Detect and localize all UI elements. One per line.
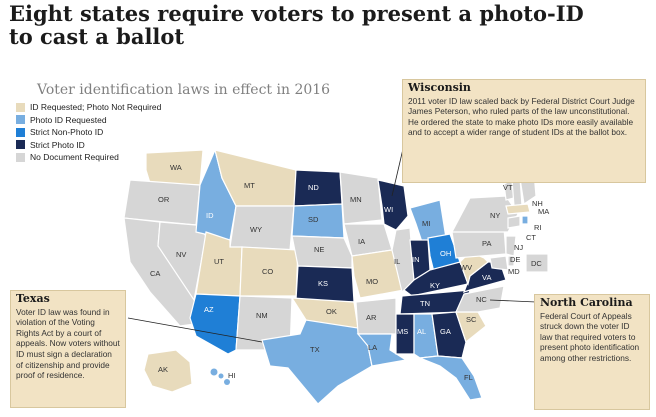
legend-item: Strict Photo ID (16, 139, 161, 152)
label-HI: HI (228, 371, 236, 380)
label-DC: DC (531, 259, 542, 268)
label-DE: DE (510, 255, 520, 264)
label-UT: UT (214, 257, 224, 266)
label-AR: AR (366, 313, 377, 322)
label-NM: NM (256, 311, 268, 320)
state-NC (455, 285, 505, 313)
label-ID: ID (206, 211, 214, 220)
state-MN (339, 171, 383, 225)
state-MO (351, 249, 405, 299)
label-IN: IN (412, 255, 420, 264)
callout-north-carolina-body: Federal Court of Appeals struck down the… (540, 310, 640, 363)
label-MA: MA (538, 207, 549, 216)
legend: ID Requested; Photo Not Required Photo I… (16, 101, 161, 164)
label-TX: TX (310, 345, 320, 354)
state-DC (525, 253, 549, 273)
callout-texas-title: Texas (16, 292, 50, 305)
label-WY: WY (250, 225, 262, 234)
map-subtitle: Voter identification laws in effect in 2… (37, 82, 331, 98)
legend-item: ID Requested; Photo Not Required (16, 101, 161, 114)
label-NJ: NJ (514, 243, 523, 252)
callout-texas-body: Voter ID law was found in violation of t… (16, 306, 120, 381)
label-MN: MN (350, 195, 362, 204)
callout-north-carolina: North Carolina Federal Court of Appeals … (534, 294, 650, 410)
label-CT: CT (526, 233, 536, 242)
state-HI (218, 373, 224, 379)
label-AK: AK (158, 365, 168, 374)
headline: Eight states require voters to present a… (9, 1, 584, 49)
label-KS: KS (318, 279, 328, 288)
legend-item: Strict Non-Photo ID (16, 126, 161, 139)
callout-wisconsin-title: Wisconsin (408, 81, 471, 94)
label-OK: OK (326, 307, 337, 316)
label-RI: RI (534, 223, 542, 232)
label-MO: MO (366, 277, 378, 286)
label-WV: WV (460, 263, 472, 272)
label-IA: IA (358, 237, 365, 246)
legend-swatch-strict-photo (16, 140, 25, 150)
label-MS: MS (397, 327, 408, 336)
callout-wisconsin: Wisconsin 2011 voter ID law scaled back … (402, 79, 646, 183)
callout-north-carolina-title: North Carolina (540, 296, 633, 309)
label-TN: TN (420, 299, 430, 308)
label-WA: WA (170, 163, 182, 172)
state-AK (143, 349, 193, 393)
legend-item: No Document Required (16, 151, 161, 164)
legend-swatch-strict-non-photo (16, 127, 25, 137)
label-KY: KY (430, 281, 440, 290)
state-AZ (189, 293, 241, 355)
label-NC: NC (476, 295, 487, 304)
legend-swatch-no-document (16, 152, 25, 162)
state-RI (521, 215, 529, 225)
label-MD: MD (508, 267, 520, 276)
label-PA: PA (482, 239, 491, 248)
callout-texas: Texas Voter ID law was found in violatio… (10, 290, 126, 408)
label-MT: MT (244, 181, 255, 190)
label-VT: VT (503, 183, 513, 192)
label-SD: SD (308, 215, 319, 224)
state-MD (489, 255, 509, 271)
label-ND: ND (308, 183, 319, 192)
state-DE (507, 255, 515, 267)
label-CA: CA (150, 269, 160, 278)
callout-wisconsin-body: 2011 voter ID law scaled back by Federal… (408, 95, 635, 138)
label-NE: NE (314, 245, 324, 254)
label-FL: FL (464, 373, 473, 382)
label-NV: NV (176, 250, 186, 259)
callout-line-north-carolina (489, 299, 537, 303)
label-SC: SC (466, 315, 477, 324)
state-HI (224, 379, 230, 385)
legend-swatch-id-requested (16, 102, 25, 112)
state-CT (507, 215, 521, 229)
label-AZ: AZ (204, 305, 214, 314)
callout-line-texas (127, 317, 263, 343)
label-LA: LA (368, 343, 377, 352)
label-GA: GA (440, 327, 451, 336)
label-NY: NY (490, 211, 500, 220)
label-WI: WI (384, 205, 393, 214)
label-NH: NH (532, 199, 543, 208)
label-VA: VA (482, 273, 491, 282)
state-LA (356, 333, 408, 367)
label-AL: AL (417, 327, 426, 336)
state-HI (210, 368, 218, 376)
state-MA (505, 203, 531, 215)
legend-swatch-photo-id-requested (16, 115, 25, 125)
label-OH: OH (440, 249, 451, 258)
label-OR: OR (158, 195, 170, 204)
label-MI: MI (422, 219, 430, 228)
label-IL: IL (394, 257, 400, 266)
legend-item: Photo ID Requested (16, 114, 161, 127)
state-GA (431, 311, 467, 359)
label-CO: CO (262, 267, 273, 276)
state-FL (419, 355, 483, 401)
